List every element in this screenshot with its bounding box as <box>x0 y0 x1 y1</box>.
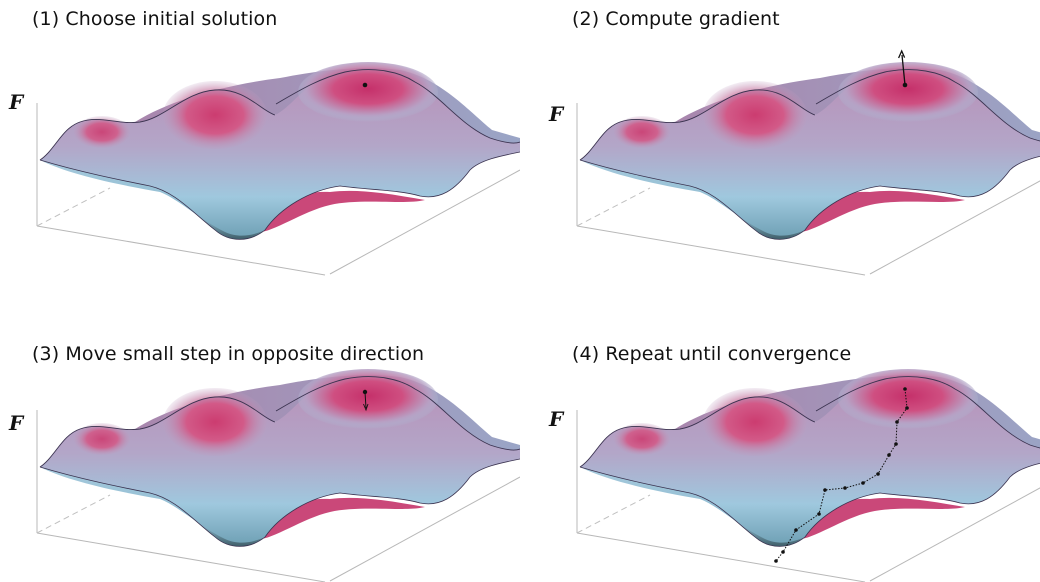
surface-plot <box>576 49 1040 276</box>
panel-4: (4) Repeat until convergence F <box>540 291 1040 582</box>
panel-title: (1) Choose initial solution <box>32 8 278 30</box>
step-marker <box>362 389 369 412</box>
surface-plot <box>36 368 520 582</box>
gradient-arrow <box>898 49 908 88</box>
initial-point-marker <box>362 82 368 88</box>
panel-title: (2) Compute gradient <box>572 8 780 30</box>
f-axis-label: F <box>9 90 24 114</box>
surface-plot <box>576 368 1040 582</box>
panel-title: (4) Repeat until convergence <box>572 343 852 365</box>
surface-plot <box>36 61 520 276</box>
panel-2: (2) Compute gradient F <box>540 0 1040 291</box>
panel-title: (3) Move small step in opposite directio… <box>32 343 425 365</box>
descent-path <box>774 387 909 563</box>
f-axis-label: F <box>549 407 564 431</box>
f-axis-label: F <box>9 411 24 435</box>
f-axis-label: F <box>549 102 564 126</box>
panel-3: (3) Move small step in opposite directio… <box>0 291 520 582</box>
panel-1: (1) Choose initial solution F <box>0 0 520 291</box>
